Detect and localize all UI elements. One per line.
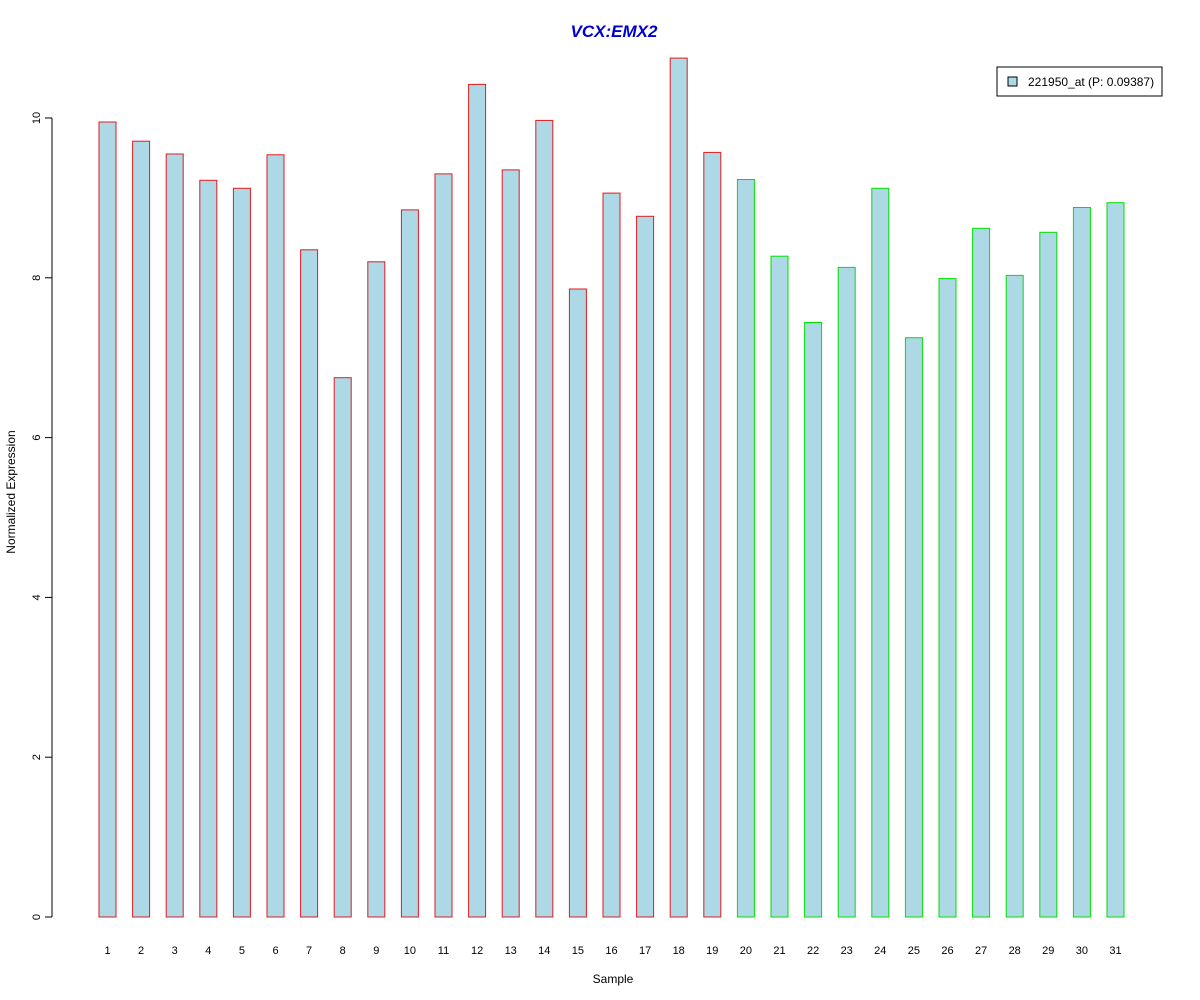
bar — [165, 153, 184, 918]
x-tick-label: 24 — [874, 945, 886, 957]
bar — [938, 278, 957, 918]
bar — [199, 179, 218, 918]
bar — [972, 227, 991, 918]
y-tick-label: 10 — [31, 112, 43, 124]
bar — [468, 83, 487, 918]
bar — [400, 209, 419, 918]
chart-title: VCX:EMX2 — [571, 22, 658, 41]
x-tick-label: 13 — [505, 945, 517, 957]
bar — [132, 140, 151, 918]
y-tick-label: 4 — [31, 594, 43, 600]
x-tick-label: 21 — [773, 945, 785, 957]
x-tick-label: 10 — [404, 945, 416, 957]
bars-group — [98, 57, 1125, 918]
bar — [636, 215, 655, 918]
y-axis: 0 2 4 6 8 10 — [31, 112, 53, 920]
bar — [1106, 202, 1125, 918]
x-tick-label: 7 — [306, 945, 312, 957]
legend-label: 221950_at (P: 0.09387) — [1028, 75, 1154, 89]
legend: 221950_at (P: 0.09387) — [996, 66, 1163, 97]
x-tick-label: 23 — [841, 945, 853, 957]
x-tick-label: 16 — [605, 945, 617, 957]
bar — [703, 151, 722, 918]
x-tick-label: 19 — [706, 945, 718, 957]
legend-swatch — [1007, 76, 1018, 87]
bar — [568, 288, 587, 918]
x-tick-label: 29 — [1042, 945, 1054, 957]
x-tick-label: 31 — [1109, 945, 1121, 957]
bar — [300, 249, 319, 918]
bar — [736, 179, 755, 918]
bar — [669, 57, 688, 918]
x-tick-label: 27 — [975, 945, 987, 957]
y-tick-label: 2 — [31, 754, 43, 760]
bar — [770, 255, 789, 918]
y-tick-label: 6 — [31, 435, 43, 441]
bar — [266, 154, 285, 918]
bar — [602, 192, 621, 918]
bar — [367, 261, 386, 918]
x-tick-label: 6 — [272, 945, 278, 957]
x-axis-labels: 1 2 3 4 5 6 7 8 9 10 11 12 13 14 15 16 17 18 19 20 21 22 23 24 2… — [104, 945, 1121, 957]
bar — [535, 119, 554, 918]
x-tick-label: 25 — [908, 945, 920, 957]
x-tick-label: 8 — [340, 945, 346, 957]
bar — [434, 173, 453, 918]
x-tick-label: 22 — [807, 945, 819, 957]
x-tick-label: 26 — [941, 945, 953, 957]
bar — [871, 187, 890, 918]
x-tick-label: 17 — [639, 945, 651, 957]
bar — [1072, 207, 1091, 918]
bar — [1039, 231, 1058, 918]
x-tick-label: 12 — [471, 945, 483, 957]
bar — [232, 187, 251, 918]
bar — [333, 377, 352, 918]
x-tick-label: 4 — [205, 945, 211, 957]
y-tick-label: 8 — [31, 275, 43, 281]
x-tick-label: 15 — [572, 945, 584, 957]
x-tick-label: 20 — [740, 945, 752, 957]
x-tick-label: 30 — [1076, 945, 1088, 957]
x-tick-label: 9 — [373, 945, 379, 957]
bar — [98, 121, 117, 918]
x-axis-title: Sample — [593, 972, 634, 986]
x-tick-label: 14 — [538, 945, 550, 957]
x-tick-label: 18 — [673, 945, 685, 957]
x-tick-label: 5 — [239, 945, 245, 957]
bar — [1005, 274, 1024, 918]
bar — [804, 322, 823, 918]
bar — [501, 169, 520, 918]
x-tick-label: 11 — [438, 945, 449, 957]
x-tick-label: 28 — [1009, 945, 1021, 957]
y-tick-label: 0 — [31, 914, 43, 920]
bar — [837, 266, 856, 918]
y-axis-title: Normalized Expression — [4, 430, 18, 553]
x-tick-label: 1 — [104, 945, 110, 957]
x-tick-label: 2 — [138, 945, 144, 957]
bar — [904, 337, 923, 918]
x-tick-label: 3 — [172, 945, 178, 957]
legend-box — [996, 66, 1163, 97]
